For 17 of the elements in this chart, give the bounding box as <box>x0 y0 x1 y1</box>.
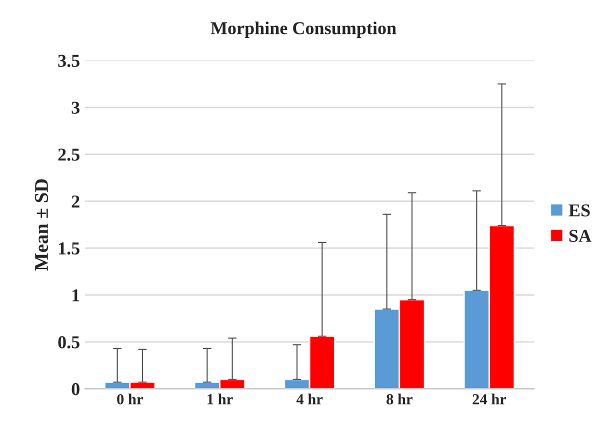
y-tick-label: 0.5 <box>58 336 80 348</box>
x-tick-label: 4 hr <box>296 394 323 404</box>
legend-label: SA <box>569 230 592 242</box>
x-tick-label: 24 hr <box>472 394 506 404</box>
legend-label: ES <box>568 204 590 216</box>
y-tick-label: 3.5 <box>58 54 80 67</box>
y-tick-label: 2.5 <box>58 148 80 161</box>
y-tick-label: 0 <box>72 383 80 396</box>
x-tick-label: 8 hr <box>386 394 412 404</box>
y-tick-label: 2 <box>72 195 80 208</box>
y-axis-title: Mean ± SD <box>34 179 48 271</box>
chart-title: Morphine Consumption <box>210 22 396 38</box>
y-tick-label: 1.5 <box>58 242 80 255</box>
y-tick-label: 1 <box>72 289 80 302</box>
y-tick-label: 3 <box>72 102 80 114</box>
x-tick-label: 0 hr <box>117 394 143 404</box>
x-tick-label: 1 hr <box>208 394 233 404</box>
